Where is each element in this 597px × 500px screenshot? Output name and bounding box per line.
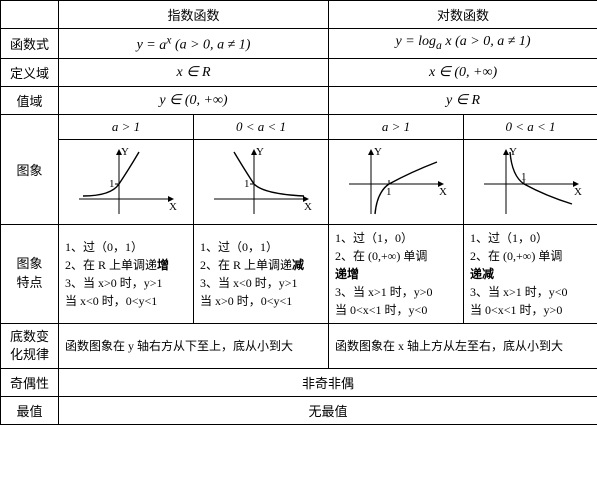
graph-exp-decreasing: 1 Y X — [194, 139, 329, 224]
row-label-graph: 图象 — [1, 114, 59, 224]
parity-val: 非奇非偶 — [59, 369, 597, 397]
comparison-table: 指数函数 对数函数 函数式 y = ax (a > 0, a ≠ 1) y = … — [0, 0, 597, 425]
graph-exp-increasing: 1 Y X — [59, 139, 194, 224]
formula-log: y = loga x (a > 0, a ≠ 1) — [329, 29, 597, 59]
row-label-extreme: 最值 — [1, 397, 59, 425]
cond-log-l1: 0 < a < 1 — [464, 114, 597, 139]
props-log-l1: 1、过（1，0） 2、在 (0,+∞) 单调 递减 3、当 x>1 时，y<0 … — [464, 224, 597, 323]
cond-log-g1: a > 1 — [329, 114, 464, 139]
svg-text:X: X — [439, 186, 447, 198]
svg-text:1: 1 — [386, 186, 392, 198]
baserule-exp: 函数图象在 y 轴右方从下至上，底从小到大 — [59, 323, 329, 368]
range-log: y ∈ R — [329, 86, 597, 114]
domain-log: x ∈ (0, +∞) — [329, 58, 597, 86]
svg-text:1: 1 — [244, 178, 250, 190]
header-log: 对数函数 — [329, 1, 597, 29]
svg-text:X: X — [169, 201, 177, 213]
cond-exp-g1: a > 1 — [59, 114, 194, 139]
range-exp: y ∈ (0, +∞) — [59, 86, 329, 114]
svg-text:X: X — [574, 186, 582, 198]
row-label-formula: 函数式 — [1, 29, 59, 59]
row-label-range: 值域 — [1, 86, 59, 114]
baserule-log: 函数图象在 x 轴上方从左至右，底从小到大 — [329, 323, 597, 368]
row-label-parity: 奇偶性 — [1, 369, 59, 397]
svg-text:1: 1 — [521, 171, 527, 183]
props-exp-l1: 1、过（0，1） 2、在 R 上单调递减 3、当 x<0 时，y>1 当 x>0… — [194, 224, 329, 323]
formula-exp: y = ax (a > 0, a ≠ 1) — [59, 29, 329, 59]
domain-exp: x ∈ R — [59, 58, 329, 86]
row-label-props: 图象特点 — [1, 224, 59, 323]
header-exp: 指数函数 — [59, 1, 329, 29]
svg-text:1: 1 — [109, 178, 115, 190]
svg-text:X: X — [304, 201, 312, 213]
props-exp-g1: 1、过（0，1） 2、在 R 上单调递增 3、当 x>0 时，y>1 当 x<0… — [59, 224, 194, 323]
svg-text:Y: Y — [256, 146, 264, 158]
row-label-base: 底数变化规律 — [1, 323, 59, 368]
props-log-g1: 1、过（1，0） 2、在 (0,+∞) 单调 递增 3、当 x>1 时，y>0 … — [329, 224, 464, 323]
corner-cell — [1, 1, 59, 29]
graph-log-decreasing: 1 Y X — [464, 139, 597, 224]
cond-exp-l1: 0 < a < 1 — [194, 114, 329, 139]
svg-text:Y: Y — [121, 146, 129, 158]
svg-text:Y: Y — [374, 146, 382, 158]
graph-log-increasing: 1 Y X — [329, 139, 464, 224]
extreme-val: 无最值 — [59, 397, 597, 425]
svg-text:Y: Y — [509, 146, 517, 158]
row-label-domain: 定义域 — [1, 58, 59, 86]
